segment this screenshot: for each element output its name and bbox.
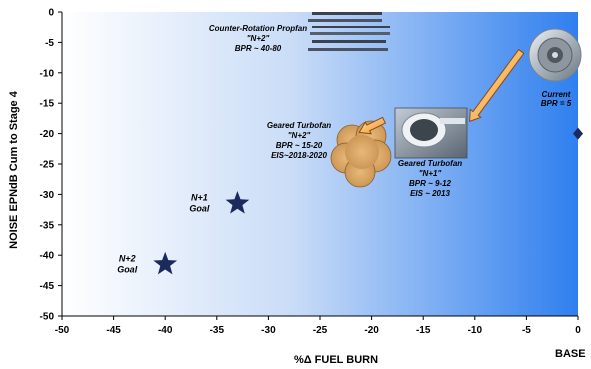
y-tick-label: -50 xyxy=(40,312,55,323)
gtf-n1-annotation: "N+1" xyxy=(419,169,442,178)
x-tick-label: -30 xyxy=(261,325,276,336)
y-tick-label: 0 xyxy=(48,8,54,19)
y-axis-ticks: 0 -5 -10 -15 -20 -25 -30 -35 -40 -45 -50 xyxy=(40,8,62,323)
propfan-illustration xyxy=(308,12,390,51)
n1-goal-label: Goal xyxy=(189,204,210,214)
base-diamond-marker xyxy=(573,127,583,140)
y-tick-label: -25 xyxy=(40,160,55,171)
x-axis-title: %Δ FUEL BURN xyxy=(294,354,378,366)
arrows xyxy=(358,48,525,135)
gtf-n1-annotation: EIS ~ 2013 xyxy=(410,189,450,198)
base-label: BASE xyxy=(555,348,586,360)
n1-goal-label: N+1 xyxy=(191,193,208,203)
propfan-annotation: BPR ~ 40-80 xyxy=(235,44,282,53)
n2-goal-star-marker xyxy=(153,251,178,275)
x-tick-label: -40 xyxy=(158,325,173,336)
x-tick-label: -50 xyxy=(55,325,70,336)
x-tick-label: -10 xyxy=(468,325,483,336)
x-tick-label: -45 xyxy=(106,325,121,336)
x-axis-ticks: -50 -45 -40 -35 -30 -25 -20 -15 -10 -5 0 xyxy=(55,316,581,336)
data-points xyxy=(153,127,583,275)
n1-goal-star-marker xyxy=(225,191,250,214)
plot-area xyxy=(62,12,578,316)
n2-goal-label: Goal xyxy=(117,264,138,274)
geared-turbofan-n1-photo xyxy=(394,107,468,159)
y-tick-label: -40 xyxy=(40,251,55,262)
gtf-n1-annotation: BPR ~ 9-12 xyxy=(409,179,452,188)
x-tick-label: -15 xyxy=(416,325,431,336)
gtf-n1-annotation: Geared Turbofan xyxy=(398,159,462,168)
y-tick-label: -15 xyxy=(40,99,55,110)
x-tick-label: -5 xyxy=(522,325,531,336)
y-tick-label: -35 xyxy=(40,220,55,231)
x-tick-label: -25 xyxy=(313,325,328,336)
propfan-annotation: "N+2" xyxy=(247,34,270,43)
geared-turbofan-n2-cloud xyxy=(330,120,392,188)
current-engine-illustration xyxy=(528,28,582,82)
n2-goal-label: N+2 xyxy=(119,253,136,263)
arrow-2 xyxy=(358,116,387,135)
arrow-1 xyxy=(469,48,525,123)
propfan-annotation: Counter-Rotation Propfan xyxy=(209,24,307,33)
y-tick-label: -45 xyxy=(40,281,55,292)
y-tick-label: -10 xyxy=(40,68,55,79)
x-tick-label: 0 xyxy=(575,325,581,336)
y-tick-label: -30 xyxy=(40,190,55,201)
gtf-n2-annotation: EIS~2018-2020 xyxy=(271,151,327,160)
current-annotation: BPR = 5 xyxy=(541,99,572,108)
x-tick-label: -35 xyxy=(210,325,225,336)
y-tick-label: -20 xyxy=(40,129,55,140)
gtf-n2-annotation: Geared Turbofan xyxy=(267,121,331,130)
y-axis-title: NOISE EPNdB Cum to Stage 4 xyxy=(8,90,20,249)
y-tick-label: -5 xyxy=(45,38,54,49)
x-tick-label: -20 xyxy=(364,325,379,336)
gtf-n2-annotation: "N+2" xyxy=(288,131,311,140)
gtf-n2-annotation: BPR ~ 15-20 xyxy=(276,141,323,150)
current-annotation: Current xyxy=(542,90,571,99)
